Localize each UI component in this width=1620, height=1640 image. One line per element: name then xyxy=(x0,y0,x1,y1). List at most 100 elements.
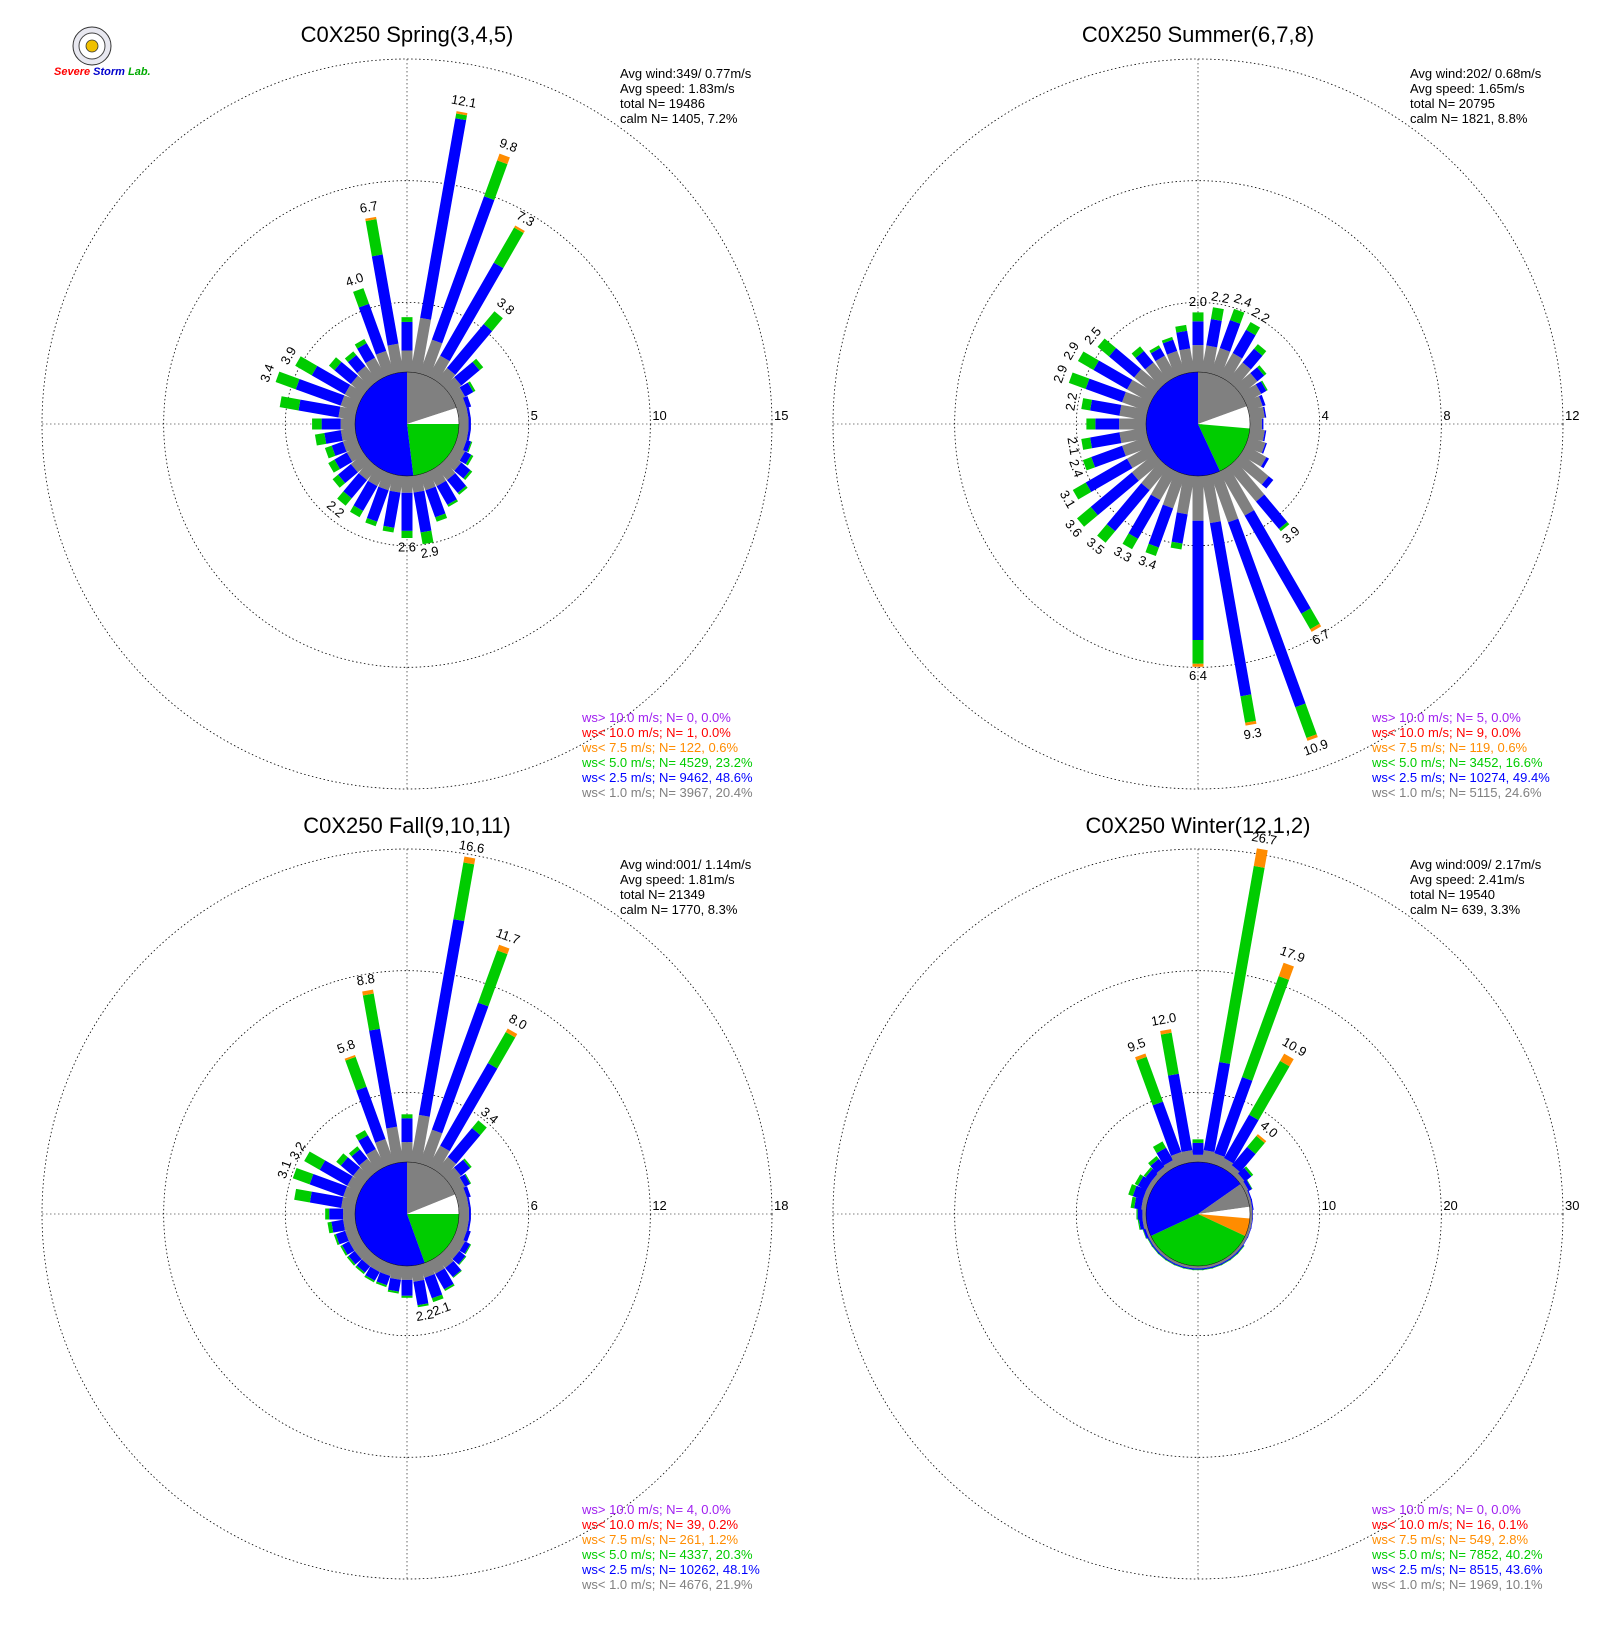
wind-bar-segment xyxy=(1142,1227,1149,1239)
wind-bar-segment xyxy=(457,1217,469,1231)
wind-bar-segment xyxy=(309,1191,344,1208)
wind-bar-segment xyxy=(456,111,468,116)
wind-bar-segment xyxy=(366,1149,386,1172)
wind-bar-segment xyxy=(1260,380,1268,391)
wind-bar-segment xyxy=(1136,1056,1163,1106)
wind-bar-segment xyxy=(457,427,469,441)
wind-bar-segment xyxy=(340,418,355,430)
stat-line: Avg wind:349/ 0.77m/s xyxy=(620,66,752,81)
stat-line: calm N= 1770, 8.3% xyxy=(620,902,738,917)
wind-bar-segment xyxy=(1247,1227,1252,1238)
calm-pie-slice xyxy=(1198,372,1247,424)
wind-bar-segment xyxy=(376,1272,391,1286)
bar-value-label: 11.7 xyxy=(494,925,522,947)
wind-bar-segment xyxy=(1160,1032,1179,1076)
wind-bar-segment xyxy=(1246,322,1261,336)
stat-line: calm N= 1821, 8.8% xyxy=(1410,111,1528,126)
wind-bar-segment xyxy=(443,1167,462,1185)
wind-bar-segment xyxy=(478,950,508,1007)
wind-bar-segment xyxy=(459,1208,469,1220)
wind-bar-segment xyxy=(356,1086,386,1143)
wind-bar-segment xyxy=(1203,1062,1231,1153)
wind-bar-segment xyxy=(365,1266,380,1281)
wind-bar-segment xyxy=(1173,1264,1185,1269)
wind-bar-segment xyxy=(367,466,386,487)
wind-bar-segment xyxy=(447,499,459,507)
wind-bar-segment xyxy=(343,473,368,499)
wind-bar-segment xyxy=(1141,1198,1148,1211)
wind-bar-segment xyxy=(1229,308,1245,324)
wind-bar-segment xyxy=(309,1174,347,1197)
wind-bar-segment xyxy=(497,153,510,165)
wind-bar-segment xyxy=(457,1197,469,1211)
wind-bar-segment xyxy=(424,1274,443,1299)
wind-bar-segment xyxy=(436,1250,454,1269)
wind-bar-segment xyxy=(1148,1235,1156,1246)
stat-line: total N= 19540 xyxy=(1410,887,1495,902)
wind-bar-segment xyxy=(353,480,378,512)
wind-bar-segment xyxy=(314,432,327,446)
wind-bar-segment xyxy=(1192,321,1204,346)
range-ring xyxy=(832,848,1564,1580)
wind-bar-segment xyxy=(417,1303,429,1308)
wind-bar-segment xyxy=(454,361,480,386)
wind-bar-segment xyxy=(1247,1189,1253,1201)
pie-outline xyxy=(354,1161,460,1267)
legend-entry: ws< 5.0 m/s; N= 4529, 23.2% xyxy=(581,755,753,770)
wind-bar-segment xyxy=(505,1028,518,1038)
wind-bar-segment xyxy=(375,350,395,378)
wind-bar-segment xyxy=(1192,663,1204,667)
wind-bar-segment xyxy=(1152,1101,1182,1156)
wind-bar-segment xyxy=(1224,1114,1259,1164)
wind-bar-segment xyxy=(1166,350,1186,378)
wind-bar-segment xyxy=(1182,1266,1194,1270)
bar-value-label: 17.9 xyxy=(1278,943,1307,966)
wind-bar-segment xyxy=(419,339,443,378)
stat-line: Avg speed: 1.65m/s xyxy=(1410,81,1525,96)
stat-line: Avg wind:009/ 2.17m/s xyxy=(1410,857,1542,872)
wind-bar-segment xyxy=(358,1135,376,1155)
wind-bar-segment xyxy=(413,490,432,533)
wind-bar-segment xyxy=(1122,436,1152,457)
bar-value-label: 2.2 xyxy=(415,1306,435,1324)
wind-bar-segment xyxy=(410,1114,430,1164)
wind-bar-segment xyxy=(1150,1173,1162,1185)
legend-entry: ws> 10.0 m/s; N= 0, 0.0% xyxy=(581,710,731,725)
wind-bar-segment xyxy=(463,1158,472,1169)
windrose-panel-4: 10 20 30 C0X250 Winter(12,1,2) Avg wind:009/… xyxy=(832,813,1579,1592)
wind-bar-segment xyxy=(1242,1236,1249,1247)
wind-bar-segment xyxy=(1142,1208,1146,1220)
bar-value-label: 2.6 xyxy=(398,539,416,554)
bar-value-label: 2.2 xyxy=(1210,288,1230,306)
wind-bar-segment xyxy=(1130,1196,1137,1209)
wind-bar-segment xyxy=(1097,524,1116,543)
wind-bar-segment xyxy=(1219,320,1241,352)
wind-bar-segment xyxy=(1090,432,1122,449)
bar-value-label: 8.8 xyxy=(355,971,375,989)
range-ring xyxy=(1075,1091,1321,1337)
chart-title: C0X250 Fall(9,10,11) xyxy=(303,813,511,838)
wind-bar-segment xyxy=(1210,470,1239,523)
wind-bar-segment xyxy=(331,441,347,456)
wind-bar-segment xyxy=(1206,318,1222,348)
wind-bar-segment xyxy=(1237,1245,1245,1255)
wind-bar-segment xyxy=(328,357,342,371)
bar-value-label: 7.3 xyxy=(514,208,537,230)
wind-bar-segment xyxy=(343,1217,357,1231)
wind-bar-segment xyxy=(462,439,472,452)
stat-line: total N= 21349 xyxy=(620,887,705,902)
wind-bar-segment xyxy=(1210,307,1224,321)
wind-bar-segment xyxy=(410,317,431,374)
wind-bar-segment xyxy=(401,1266,413,1280)
wind-bar-segment xyxy=(1165,1259,1175,1266)
seal-icon xyxy=(72,26,112,66)
wind-bar-segment xyxy=(419,1129,443,1168)
wind-bar-segment xyxy=(1229,1253,1239,1261)
wind-bar-segment xyxy=(1280,1053,1294,1067)
wind-bar-segment xyxy=(1240,1235,1248,1246)
bar-value-label: 2.1 xyxy=(1064,436,1082,456)
range-ring xyxy=(284,301,530,547)
bar-value-label: 2.9 xyxy=(1060,339,1082,362)
wind-bar-segment xyxy=(386,1126,404,1164)
range-ring xyxy=(41,58,773,790)
